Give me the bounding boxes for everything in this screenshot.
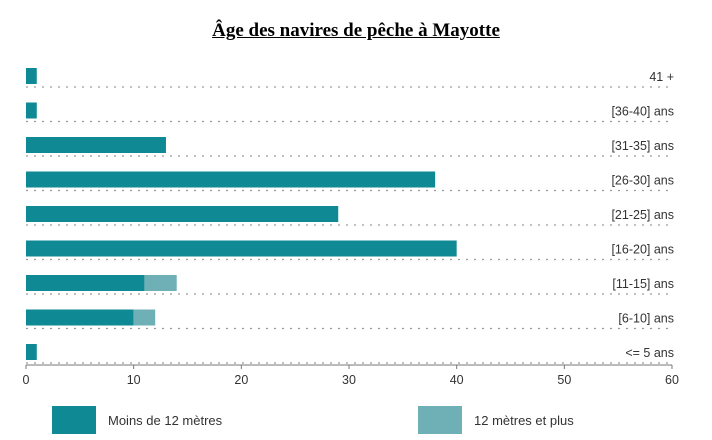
legend-swatch-small [52, 406, 96, 434]
category-label: [6-10] ans [618, 312, 674, 326]
bar-small [26, 206, 339, 222]
legend-item-small: Moins de 12 mètres [52, 404, 222, 436]
x-tick-label: 30 [342, 373, 356, 387]
bar-small [26, 240, 457, 257]
bar-large [144, 275, 177, 291]
x-tick-label: 60 [665, 373, 679, 387]
chart-title: Âge des navires de pêche à Mayotte [212, 20, 500, 41]
category-label: 41 + [649, 70, 674, 84]
category-label: [16-20] ans [611, 243, 674, 257]
bar-small [26, 309, 134, 326]
category-label: [31-35] ans [611, 139, 674, 153]
category-label: <= 5 ans [625, 346, 674, 360]
category-label: [11-15] ans [612, 277, 674, 291]
x-tick-label: 20 [234, 373, 248, 387]
bar-small [26, 137, 166, 153]
bar-small [26, 171, 436, 188]
x-tick-label: 50 [557, 373, 571, 387]
legend-label-large: 12 mètres et plus [474, 412, 574, 428]
x-tick-label: 40 [450, 373, 464, 387]
legend-swatch-large [418, 406, 462, 434]
x-tick-label: 10 [127, 373, 141, 387]
bar-small [26, 344, 37, 360]
legend-label-small: Moins de 12 mètres [108, 412, 223, 428]
category-label: [21-25] ans [611, 208, 674, 222]
bar-small [26, 275, 145, 291]
bar-small [26, 68, 37, 84]
category-label: [26-30] ans [611, 174, 674, 188]
bar-large [133, 309, 156, 326]
legend-item-large: 12 mètres et plus [418, 404, 574, 436]
category-label: [36-40] ans [611, 105, 674, 119]
x-tick-label: 0 [23, 373, 30, 387]
bar-small [26, 102, 37, 119]
